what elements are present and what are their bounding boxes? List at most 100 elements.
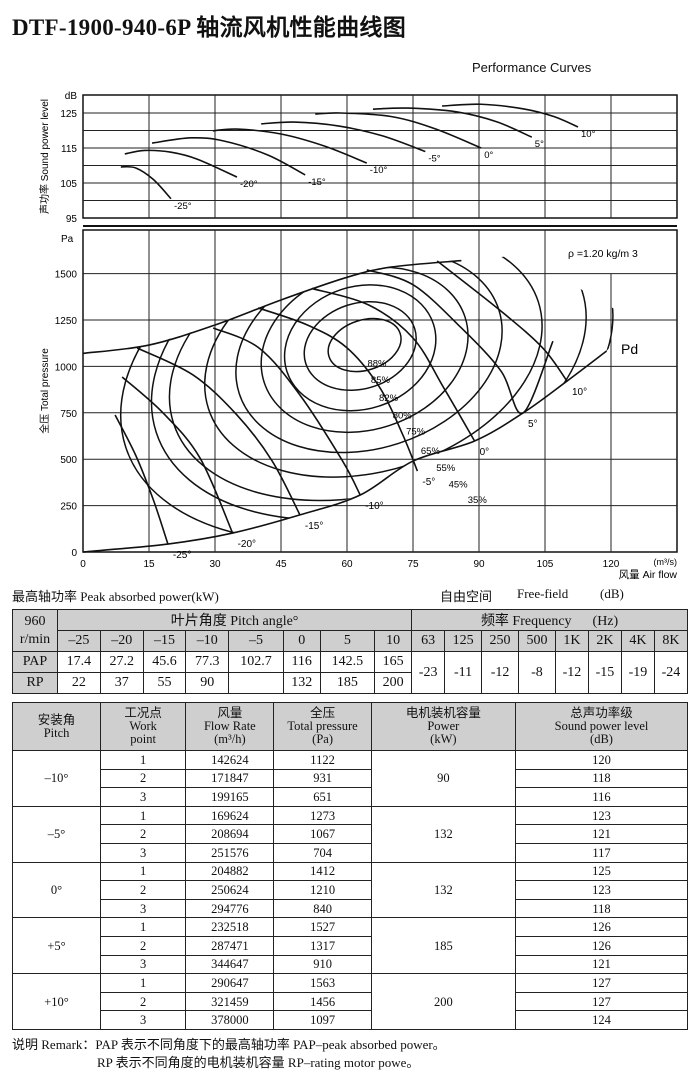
efficiency-label: 85% — [371, 375, 391, 386]
work-point-cell: 2 — [100, 880, 187, 900]
efficiency-label: 55% — [436, 463, 456, 474]
efficiency-label: 65% — [421, 446, 441, 457]
work-point-header: 工况点 Work point — [100, 702, 187, 751]
pitch-header-cell: –10 — [185, 630, 230, 652]
work-point-cell: 3 — [100, 842, 187, 863]
pitch-label: -5° — [422, 477, 435, 488]
x-tick-label: 75 — [407, 559, 419, 570]
efficiency-label: 75% — [406, 427, 426, 438]
table-row: 0° 1 204882 1412 132 125 — [11, 861, 688, 919]
table-row: +5° 1 232518 1527 185 126 — [11, 917, 688, 975]
pitch-label: 5° — [528, 419, 538, 430]
rp-value: 22 — [57, 672, 101, 694]
table-row: 3 344647 910 121 — [13, 954, 688, 975]
pitch-header-cell: 5 — [319, 630, 376, 652]
sound-level-cell: 126 — [515, 917, 688, 937]
pitch-curve — [311, 287, 476, 442]
series-label: -20° — [240, 179, 258, 190]
sound-level-cell: 124 — [515, 1010, 688, 1030]
power-cell: 90 — [370, 750, 517, 807]
total-pressure-cell: 1273 — [273, 805, 372, 826]
frequency-header: 频率 Frequency (Hz) — [411, 609, 688, 631]
sound-level-cell: 118 — [515, 898, 688, 919]
pitch-label: -10° — [365, 501, 383, 512]
pitch-curve — [121, 376, 234, 534]
speed-unit: r/min — [19, 631, 51, 647]
y-tick-label: 105 — [60, 179, 77, 190]
sound-curve — [442, 103, 579, 128]
power-cell: 200 — [370, 973, 517, 1030]
rp-value: 185 — [319, 672, 376, 694]
series-label: 0° — [484, 150, 493, 161]
x-tick-label: 60 — [341, 559, 353, 570]
pitch-cell: –5° — [11, 805, 102, 863]
density-annotation: ρ =1.20 kg/m 3 — [568, 248, 638, 260]
remark-line-2: RP 表示不同角度的电机装机容量 RP–rating motor powe。 — [97, 1055, 420, 1070]
table-row: 2 250624 1210 123 — [13, 880, 688, 900]
power-cell: 132 — [370, 861, 517, 919]
flow-rate-cell: 290647 — [185, 973, 275, 993]
total-pressure-cell: 1122 — [273, 750, 372, 770]
table-row: 3 378000 1097 124 — [13, 1010, 688, 1030]
work-point-cell: 2 — [100, 935, 187, 956]
pitch-cell: +5° — [11, 917, 102, 975]
rp-value: 55 — [142, 672, 187, 694]
flow-rate-cell: 142624 — [185, 750, 275, 770]
plot-frame — [82, 94, 678, 219]
frequency-header-cell: 250 — [481, 630, 519, 652]
pitch-header-cell: –20 — [99, 630, 144, 652]
pitch-cell: +10° — [11, 973, 102, 1030]
db-caption: (dB) — [600, 586, 624, 601]
table-row: +10° 1 290647 1563 200 127 — [11, 973, 688, 1030]
x-tick-label: 15 — [143, 559, 155, 570]
x-tick-label: 45 — [275, 559, 287, 570]
series-label: -5° — [428, 154, 440, 165]
frequency-header-cell: 125 — [444, 630, 483, 652]
total-pressure-cell: 931 — [273, 768, 372, 789]
pd-line — [82, 350, 608, 553]
frequency-header-cell: 1K — [554, 630, 589, 652]
pitch-header-cell: 10 — [374, 630, 413, 652]
speed-cell: 960 r/min — [12, 609, 58, 652]
flow-rate-cell: 232518 — [185, 917, 275, 937]
table-row: 2 208694 1067 121 — [13, 824, 688, 844]
efficiency-label: 88% — [367, 359, 387, 370]
y-tick-label: 115 — [61, 144, 77, 155]
rp-value — [228, 672, 284, 694]
chart-subtitle: Performance Curves — [472, 60, 592, 75]
pitch-curve — [436, 260, 568, 382]
peak-power-caption: 最高轴功率 Peak absorbed power(kW) — [12, 589, 219, 604]
table-row: 3 199165 651 116 — [13, 787, 688, 807]
sound-level-cell: 117 — [515, 842, 688, 863]
pap-value: 165 — [374, 651, 413, 673]
power-cell: 185 — [370, 917, 517, 975]
pitch-curve — [212, 327, 361, 496]
frequency-header-cell: 63 — [411, 630, 446, 652]
sound-curve — [261, 121, 426, 153]
y-axis-label: 全压 Total pressure — [38, 348, 51, 434]
sound-offset-value: -12 — [554, 651, 589, 694]
sound-level-cell: 126 — [515, 935, 688, 956]
y-unit-label: dB — [65, 91, 78, 102]
efficiency-label: 35% — [468, 495, 488, 506]
sound-curve — [124, 149, 238, 178]
sound-offset-value: -23 — [411, 651, 446, 694]
y-axis-label: 声功率 Sound power level — [38, 99, 51, 214]
work-point-cell: 2 — [100, 768, 187, 789]
flow-rate-header: 风量 Flow Rate (m³/h) — [185, 702, 275, 751]
plot-frame — [82, 229, 678, 553]
table-row: 2 171847 931 118 — [13, 768, 688, 789]
pitch-cell: –10° — [11, 750, 102, 807]
sound-level-cell: 123 — [515, 805, 688, 826]
efficiency-label: 82% — [379, 393, 399, 404]
pap-value: 45.6 — [142, 651, 187, 673]
total-pressure-cell: 1456 — [273, 991, 372, 1012]
work-point-cell: 1 — [100, 973, 187, 993]
power-cell: 132 — [370, 805, 517, 863]
sound-curve — [315, 112, 482, 149]
x-tick-label: 90 — [473, 559, 485, 570]
efficiency-contour — [203, 255, 543, 478]
flow-rate-cell: 204882 — [185, 861, 275, 882]
remark-line-1: 说明 Remark：PAP 表示不同角度下的最高轴功率 PAP–peak abs… — [12, 1037, 446, 1052]
total-pressure-cell: 1317 — [273, 935, 372, 956]
